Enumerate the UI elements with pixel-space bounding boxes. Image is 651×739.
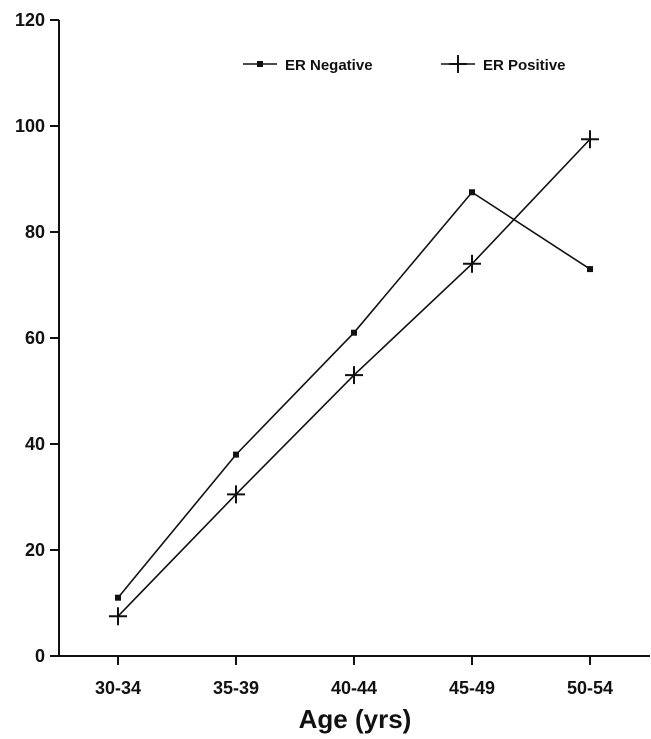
data-point-plus — [345, 366, 363, 385]
data-point-square — [351, 329, 357, 336]
x-axis-label: Age (yrs) — [299, 704, 412, 734]
legend-item: ER Positive — [441, 55, 566, 74]
data-point-square — [115, 594, 121, 601]
x-tick-label: 45-49 — [449, 678, 495, 698]
x-tick-label: 40-44 — [331, 678, 377, 698]
x-tick-label: 30-34 — [95, 678, 141, 698]
series-er-negative — [115, 189, 593, 601]
data-point-square — [469, 189, 475, 196]
y-tick-label: 100 — [15, 116, 45, 136]
legend-label: ER Negative — [285, 57, 373, 74]
y-tick-label: 0 — [35, 646, 45, 666]
y-tick-label: 40 — [25, 434, 45, 454]
y-tick-label: 20 — [25, 540, 45, 560]
y-tick-label: 120 — [15, 10, 45, 30]
x-tick-label: 50-54 — [567, 678, 613, 698]
series-er-positive — [109, 130, 599, 626]
data-point-plus — [463, 254, 481, 273]
data-point-plus — [109, 607, 127, 626]
series-group — [109, 130, 599, 626]
data-point-square — [587, 266, 593, 273]
legend-label: ER Positive — [483, 57, 566, 74]
x-tick-label: 35-39 — [213, 678, 259, 698]
data-point-plus — [449, 55, 467, 73]
data-point-plus — [227, 485, 245, 504]
series-line — [117, 191, 591, 599]
legend-item: ER Negative — [243, 57, 373, 74]
data-point-square — [257, 61, 263, 67]
data-point-plus — [581, 130, 599, 149]
legend: ER Negative ER Positive — [243, 55, 566, 74]
data-point-square — [233, 451, 239, 458]
y-tick-label: 60 — [25, 328, 45, 348]
x-ticks: 30-34 35-39 40-44 45-49 50-54 — [95, 656, 613, 698]
y-ticks: 0 20 40 60 80 100 120 — [15, 10, 59, 666]
y-tick-label: 80 — [25, 222, 45, 242]
